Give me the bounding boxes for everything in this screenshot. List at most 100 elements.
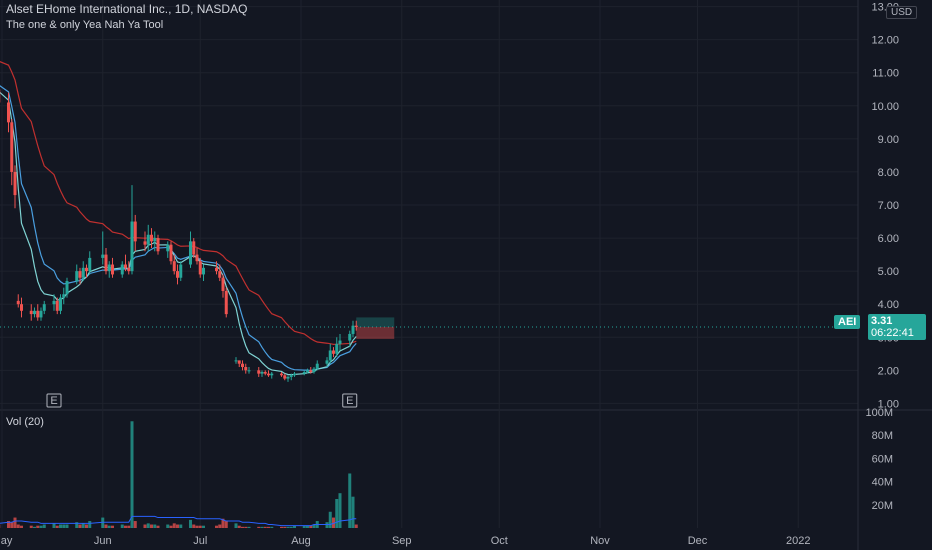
candle-body [283,375,287,379]
earnings-marker-label: E [50,395,57,407]
volume-series [0,421,358,528]
volume-bar [55,525,59,528]
price-axis: 13.0012.0011.0010.009.008.007.006.005.00… [865,2,899,512]
moving-averages [0,61,858,376]
volume-bar [166,524,170,528]
candle-body [172,261,176,272]
candle-body [312,368,316,372]
candle-body [42,304,46,311]
candle-body [33,310,36,315]
volume-bar [52,523,56,528]
candle-body [221,277,225,291]
earnings-marker-box [342,393,358,408]
candle-body [81,267,85,278]
time-tick: Oct [491,535,508,547]
volume-bar [65,524,69,528]
ticker-badge: AEI [834,315,861,329]
candle-body [192,241,196,255]
target-zone [356,317,395,328]
time-tick: Jun [94,535,112,547]
candle-body [267,373,270,376]
candle-body [241,363,244,368]
stop-zone [356,327,395,339]
candle-body [260,371,264,374]
volume-bar [59,524,62,528]
volume-tick: 80M [872,430,893,442]
candle-body [59,297,62,311]
volume-bar [42,524,46,528]
volume-bar [244,526,248,528]
candle-body [85,267,88,272]
candle-body [107,264,111,272]
volume-bar [156,525,160,528]
candle-body [39,310,43,318]
candle-body [237,360,241,364]
volume-bar [189,519,192,528]
volume-bar [267,526,270,528]
volume-bar [150,524,153,528]
volume-bar [78,524,82,528]
candle-body [150,234,153,242]
candle-body [195,254,199,262]
candle-body [328,350,332,361]
volume-bar [85,524,88,528]
candle-body [166,244,170,252]
candle-body [111,264,114,275]
candle-body [62,294,66,298]
candle-body [176,271,179,278]
candle-body [315,363,319,369]
price-tick: 7.00 [878,200,899,212]
volume-bar [237,525,241,528]
candle-body [143,241,147,245]
price-tick: 8.00 [878,167,899,179]
candle-body [189,241,192,265]
candle-body [179,264,183,278]
candle-body [202,267,205,275]
volume-bar [153,524,157,528]
volume-bar [221,518,225,528]
volume-bar [293,525,296,528]
candle-body [247,370,251,372]
candle-body [133,221,137,242]
time-tick: Aug [291,535,311,547]
volume-bar [62,524,66,528]
candle-body [309,370,313,372]
price-tick: 2.00 [878,365,899,377]
candle-body [293,373,296,376]
volume-bar [312,524,316,528]
candle-body [153,238,157,242]
volume-bar [143,524,147,528]
price-tick: 9.00 [878,134,899,146]
time-tick: Sep [392,535,412,547]
volume-bar [127,525,131,528]
candle-body [218,271,222,278]
volume-tick: 20M [872,500,893,512]
volume-bar [332,517,335,528]
candle-body [104,254,108,272]
volume-bar [133,521,137,528]
price-tick: 5.00 [878,266,899,278]
volume-bar [354,524,358,528]
candle-body [351,325,355,334]
volume-ma-line [0,515,357,527]
price-tick: 11.00 [872,68,899,80]
earnings-marker-box [46,393,62,408]
volume-bar [13,517,17,528]
volume-bar [192,524,196,528]
volume-bar [124,525,127,528]
volume-bar [198,525,202,528]
volume-bar [120,524,124,528]
candle-body [338,340,342,344]
candle-body [289,375,293,377]
time-tick: May [0,535,13,547]
candle-body [78,271,82,278]
price-tick: 6.00 [878,233,899,245]
last-price: 3.31 [871,315,893,327]
volume-bar [172,523,176,528]
volume-bar [218,524,222,528]
currency-badge[interactable]: USD [886,6,918,19]
candle-body [20,304,23,311]
bar-countdown: 06:22:41 [871,327,914,339]
